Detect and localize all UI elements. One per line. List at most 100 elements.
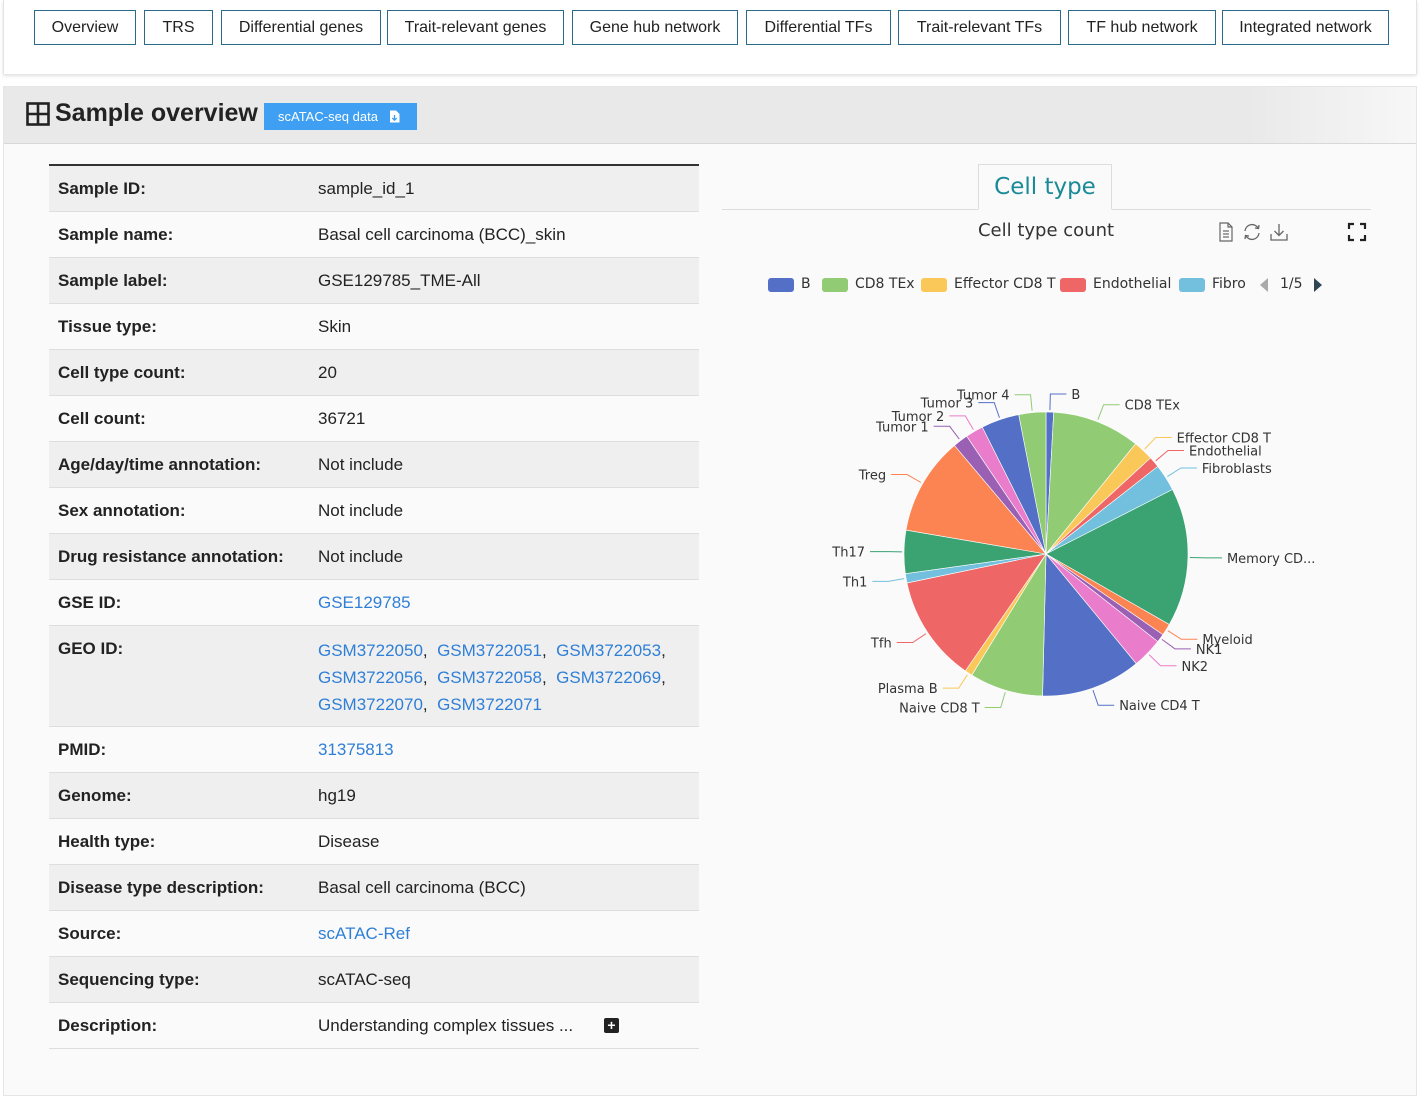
pie-slice[interactable]: [1042, 553, 1137, 697]
table-row: Cell type count: 20: [49, 350, 699, 396]
top-nav-bar: Overview TRS Differential genes Trait-re…: [3, 0, 1417, 74]
legend-swatch: [768, 278, 794, 292]
legend-label: Fibro: [1212, 276, 1246, 292]
legend-prev-icon[interactable]: [1258, 277, 1270, 293]
geo-id-link[interactable]: GSM3722050: [318, 641, 423, 660]
row-label: Description:: [58, 1016, 158, 1035]
table-row: GEO ID: GSM3722050, GSM3722051, GSM372205…: [49, 626, 699, 727]
scatac-data-button[interactable]: scATAC-seq data: [264, 103, 417, 130]
row-value-link[interactable]: scATAC-Ref: [318, 924, 410, 943]
geo-id-link[interactable]: GSM3722070: [318, 695, 423, 714]
pie-slice[interactable]: [906, 553, 1047, 672]
row-value: Not include: [318, 455, 404, 474]
nav-trs-button[interactable]: TRS: [144, 10, 213, 45]
table-row: Tissue type: Skin: [49, 304, 699, 350]
row-label: Sample ID:: [58, 179, 146, 198]
table-row: Source: scATAC-Ref: [49, 911, 699, 957]
row-value-link[interactable]: 31375813: [318, 740, 394, 759]
geo-id-list: GSM3722050, GSM3722051, GSM3722053, GSM3…: [318, 637, 698, 718]
nav-trait-relevant-genes-button[interactable]: Trait-relevant genes: [387, 10, 564, 45]
nav-gene-hub-network-button[interactable]: Gene hub network: [572, 10, 738, 45]
geo-id-separator: ,: [541, 668, 557, 687]
legend-swatch: [822, 278, 848, 292]
legend-label: B: [801, 276, 811, 292]
nav-overview-button[interactable]: Overview: [34, 10, 136, 45]
row-value: sample_id_1: [318, 179, 415, 198]
row-label: Cell count:: [58, 409, 146, 428]
geo-id-link[interactable]: GSM3722053: [556, 641, 662, 660]
table-row: PMID: 31375813: [49, 727, 699, 773]
table-row: Description: Understanding complex tissue…: [49, 1003, 699, 1049]
geo-id-separator: ,: [661, 641, 671, 660]
table-row: Sample label: GSE129785_TME-All: [49, 258, 699, 304]
legend-label: CD8 TEx: [855, 276, 915, 292]
row-label: Tissue type:: [58, 317, 157, 336]
geo-id-link[interactable]: GSM3722071: [437, 695, 542, 714]
pie-slice[interactable]: [905, 445, 1047, 555]
geo-id-link[interactable]: GSM3722051: [437, 641, 542, 660]
row-label: Age/day/time annotation:: [58, 455, 262, 474]
row-value: Basal cell carcinoma (BCC)_skin: [318, 225, 566, 244]
geo-id-separator: ,: [422, 668, 438, 687]
nav-differential-genes-button[interactable]: Differential genes: [221, 10, 381, 45]
row-label: Disease type description:: [58, 878, 264, 897]
table-row: GSE ID: GSE129785: [49, 580, 699, 626]
row-value: 36721: [318, 409, 366, 428]
pie-slice[interactable]: [1018, 411, 1047, 555]
save-image-icon[interactable]: [1269, 222, 1289, 242]
geo-id-separator: ,: [541, 641, 557, 660]
geo-id-link[interactable]: GSM3722058: [437, 668, 542, 687]
row-value: Basal cell carcinoma (BCC): [318, 878, 526, 897]
row-label: Source:: [58, 924, 122, 943]
fullscreen-icon[interactable]: [1347, 222, 1367, 242]
table-row: Drug resistance annotation: Not include: [49, 534, 699, 580]
legend-label: Endothelial: [1093, 276, 1172, 292]
panel-title: Sample overview: [55, 99, 258, 127]
nav-differential-tfs-button[interactable]: Differential TFs: [746, 10, 891, 45]
table-row: Sequencing type: scATAC-seq: [49, 957, 699, 1003]
row-value: Understanding complex tissues ...: [318, 1016, 574, 1035]
table-row: Sample ID: sample_id_1: [49, 166, 699, 212]
restore-icon[interactable]: [1241, 222, 1263, 242]
row-value: Not include: [318, 547, 404, 566]
legend-swatch: [1060, 278, 1086, 292]
table-row: Sex annotation: Not include: [49, 488, 699, 534]
nav-trait-relevant-tfs-button[interactable]: Trait-relevant TFs: [898, 10, 1061, 45]
table-row: Health type: Disease: [49, 819, 699, 865]
pie-slice[interactable]: [1045, 411, 1137, 555]
row-label: PMID:: [58, 740, 107, 759]
row-value-link[interactable]: GSE129785: [318, 593, 411, 612]
tab-cell-type[interactable]: Cell type: [978, 164, 1112, 210]
geo-id-separator: ,: [422, 695, 438, 714]
panel-header: Sample overview scATAC-seq data: [4, 87, 1416, 144]
expand-icon[interactable]: +: [604, 1018, 619, 1033]
row-value: GSE129785_TME-All: [318, 271, 481, 290]
table-row: Genome: hg19: [49, 773, 699, 819]
row-label: GSE ID:: [58, 593, 122, 612]
geo-id-link[interactable]: GSM3722069: [556, 668, 662, 687]
legend-swatch: [921, 278, 947, 292]
table-row: Age/day/time annotation: Not include: [49, 442, 699, 488]
file-download-icon: [390, 110, 400, 123]
data-view-icon[interactable]: [1218, 222, 1234, 242]
pie-slice[interactable]: [1045, 489, 1189, 625]
nav-integrated-network-button[interactable]: Integrated network: [1222, 10, 1389, 45]
row-value: hg19: [318, 786, 356, 805]
table-row: Cell count: 36721: [49, 396, 699, 442]
scatac-data-button-label: scATAC-seq data: [278, 109, 378, 124]
row-value: Not include: [318, 501, 404, 520]
row-value: Skin: [318, 317, 352, 336]
row-label: Sample label:: [58, 271, 168, 290]
nav-tf-hub-network-button[interactable]: TF hub network: [1068, 10, 1216, 45]
table-row: Sample name: Basal cell carcinoma (BCC)_s…: [49, 212, 699, 258]
geo-id-link[interactable]: GSM3722056: [318, 668, 423, 687]
table-row: Disease type description: Basal cell carc…: [49, 865, 699, 911]
row-label: Sex annotation:: [58, 501, 186, 520]
row-label: Drug resistance annotation:: [58, 547, 284, 566]
row-value: scATAC-seq: [318, 970, 411, 989]
row-label: Health type:: [58, 832, 156, 851]
legend-swatch: [1179, 278, 1205, 292]
chart-title: Cell type count: [977, 220, 1115, 241]
legend-next-icon[interactable]: [1312, 277, 1324, 293]
grid-icon: [26, 102, 50, 126]
